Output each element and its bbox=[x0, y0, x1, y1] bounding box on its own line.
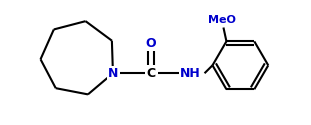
Text: MeO: MeO bbox=[207, 15, 235, 25]
Text: N: N bbox=[108, 67, 118, 80]
Text: C: C bbox=[146, 67, 155, 80]
Text: O: O bbox=[146, 37, 156, 50]
Text: NH: NH bbox=[180, 67, 201, 80]
